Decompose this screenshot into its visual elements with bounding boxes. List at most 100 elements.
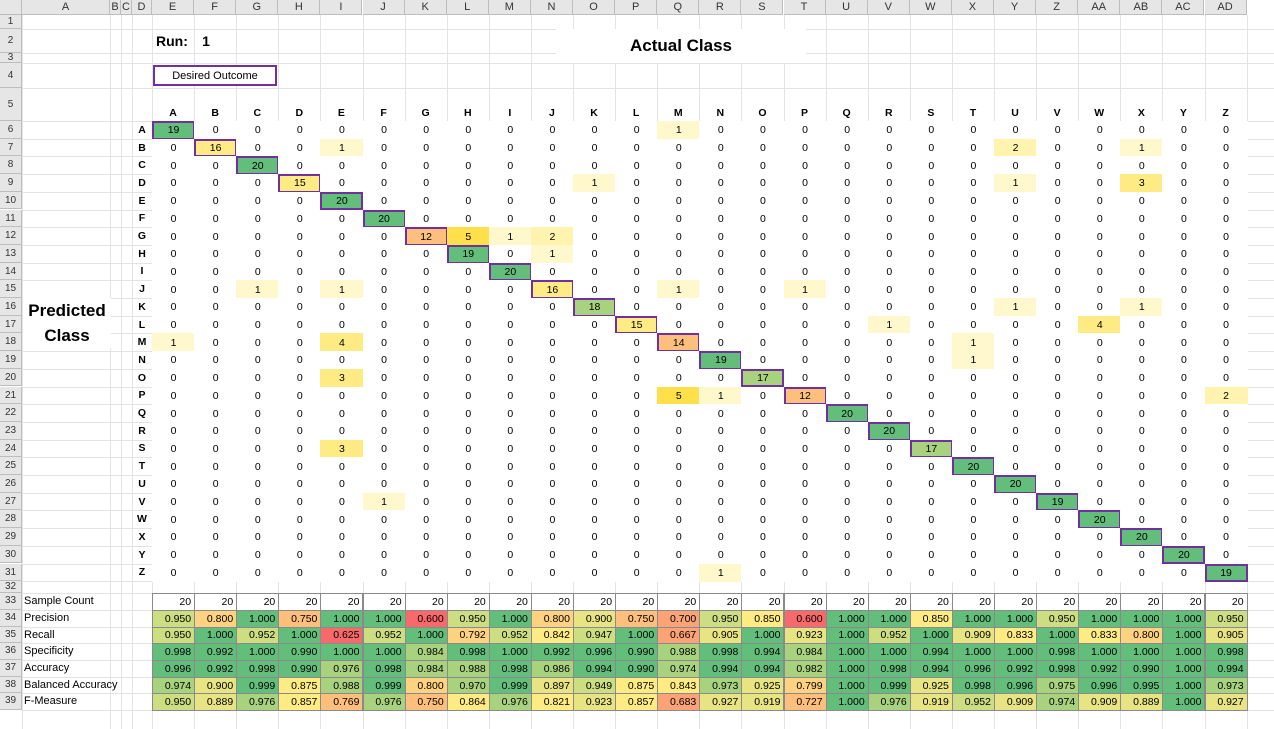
- matrix-cell[interactable]: 0: [1078, 404, 1122, 423]
- matrix-cell[interactable]: 0: [741, 545, 785, 565]
- matrix-cell[interactable]: 0: [1162, 138, 1206, 158]
- metric-cell[interactable]: 0.927: [699, 693, 743, 712]
- matrix-cell[interactable]: 0: [951, 191, 995, 211]
- metric-cell[interactable]: 0.990: [278, 660, 322, 678]
- matrix-cell[interactable]: 0: [488, 174, 532, 193]
- matrix-cell[interactable]: 0: [615, 368, 659, 388]
- matrix-cell[interactable]: 0: [825, 528, 869, 547]
- matrix-cell[interactable]: 0: [362, 156, 406, 176]
- matrix-cell[interactable]: 0: [783, 315, 827, 335]
- metric-cell[interactable]: 1.000: [1120, 643, 1164, 661]
- matrix-cell[interactable]: 0: [1120, 545, 1164, 565]
- matrix-cell[interactable]: 0: [362, 510, 406, 530]
- matrix-cell[interactable]: 0: [994, 545, 1038, 565]
- metric-cell[interactable]: 0.800: [194, 609, 238, 628]
- matrix-cell[interactable]: 0: [573, 333, 617, 353]
- row-header[interactable]: 33: [0, 593, 22, 610]
- matrix-cell[interactable]: 0: [867, 191, 911, 211]
- matrix-cell[interactable]: 0: [1078, 156, 1122, 176]
- matrix-cell[interactable]: 0: [488, 280, 532, 299]
- matrix-cell[interactable]: 0: [1204, 191, 1248, 211]
- matrix-cell[interactable]: 0: [657, 457, 701, 476]
- matrix-cell[interactable]: 0: [741, 457, 785, 476]
- metric-cell[interactable]: 0.994: [699, 660, 743, 678]
- metric-cell[interactable]: 20: [951, 593, 995, 611]
- matrix-cell[interactable]: 0: [152, 174, 196, 193]
- matrix-cell[interactable]: 0: [615, 404, 659, 423]
- matrix-cell[interactable]: 0: [404, 121, 448, 140]
- matrix-cell[interactable]: 0: [404, 457, 448, 476]
- matrix-cell[interactable]: 0: [152, 475, 196, 494]
- matrix-cell[interactable]: 0: [320, 457, 364, 476]
- matrix-cell[interactable]: 4: [320, 333, 364, 353]
- metric-cell[interactable]: 0.996: [1078, 676, 1122, 695]
- metric-cell[interactable]: 0.800: [1120, 626, 1164, 645]
- matrix-cell[interactable]: 0: [657, 138, 701, 158]
- matrix-cell[interactable]: 0: [362, 386, 406, 406]
- metric-cell[interactable]: 0.974: [657, 660, 701, 678]
- metric-cell[interactable]: 20: [278, 593, 322, 611]
- metric-cell[interactable]: 1.000: [825, 693, 869, 712]
- matrix-cell[interactable]: 0: [1162, 510, 1206, 530]
- matrix-cell[interactable]: 0: [236, 563, 280, 583]
- matrix-cell[interactable]: 0: [1120, 262, 1164, 282]
- metric-cell[interactable]: 0.998: [1036, 660, 1080, 678]
- matrix-cell[interactable]: 0: [446, 174, 490, 193]
- matrix-cell[interactable]: 0: [994, 421, 1038, 441]
- row-header[interactable]: 21: [0, 386, 22, 405]
- matrix-cell[interactable]: 0: [152, 138, 196, 158]
- matrix-cell[interactable]: 0: [404, 510, 448, 530]
- matrix-cell[interactable]: 20: [1162, 545, 1206, 565]
- matrix-cell[interactable]: 0: [362, 563, 406, 583]
- matrix-cell[interactable]: 0: [741, 510, 785, 530]
- matrix-cell[interactable]: 0: [236, 138, 280, 158]
- matrix-cell[interactable]: 0: [152, 528, 196, 547]
- matrix-cell[interactable]: 0: [194, 457, 238, 476]
- matrix-cell[interactable]: 0: [530, 351, 574, 370]
- matrix-cell[interactable]: 0: [573, 156, 617, 176]
- matrix-cell[interactable]: 0: [530, 191, 574, 211]
- metric-cell[interactable]: 0.950: [1204, 609, 1248, 628]
- matrix-cell[interactable]: 1: [320, 280, 364, 299]
- matrix-cell[interactable]: 0: [320, 156, 364, 176]
- matrix-cell[interactable]: 0: [488, 333, 532, 353]
- matrix-cell[interactable]: 0: [699, 404, 743, 423]
- matrix-cell[interactable]: 0: [867, 121, 911, 140]
- matrix-cell[interactable]: 0: [867, 563, 911, 583]
- matrix-cell[interactable]: 0: [783, 510, 827, 530]
- metric-cell[interactable]: 0.850: [741, 609, 785, 628]
- metric-cell[interactable]: 0.976: [362, 693, 406, 712]
- matrix-cell[interactable]: 0: [657, 191, 701, 211]
- matrix-cell[interactable]: 0: [1078, 138, 1122, 158]
- metric-cell[interactable]: 20: [488, 593, 532, 611]
- matrix-cell[interactable]: 0: [699, 174, 743, 193]
- matrix-cell[interactable]: 0: [194, 156, 238, 176]
- matrix-cell[interactable]: 0: [994, 457, 1038, 476]
- metric-cell[interactable]: 0.750: [278, 609, 322, 628]
- metric-cell[interactable]: 0.900: [573, 609, 617, 628]
- matrix-cell[interactable]: 0: [615, 386, 659, 406]
- matrix-cell[interactable]: 0: [362, 315, 406, 335]
- matrix-cell[interactable]: 0: [194, 475, 238, 494]
- metric-cell[interactable]: 0.923: [783, 626, 827, 645]
- row-header[interactable]: 16: [0, 298, 22, 316]
- matrix-cell[interactable]: 0: [573, 280, 617, 299]
- matrix-cell[interactable]: 0: [1120, 244, 1164, 264]
- matrix-cell[interactable]: 0: [1162, 121, 1206, 140]
- matrix-cell[interactable]: 0: [867, 138, 911, 158]
- matrix-cell[interactable]: 0: [278, 421, 322, 441]
- matrix-cell[interactable]: 20: [951, 457, 995, 476]
- metric-cell[interactable]: 0.600: [783, 609, 827, 628]
- matrix-cell[interactable]: 0: [867, 227, 911, 246]
- matrix-cell[interactable]: 0: [1162, 368, 1206, 388]
- matrix-cell[interactable]: 0: [699, 528, 743, 547]
- matrix-cell[interactable]: 0: [951, 280, 995, 299]
- matrix-cell[interactable]: 0: [152, 351, 196, 370]
- row-header[interactable]: 39: [0, 693, 22, 711]
- matrix-cell[interactable]: 0: [446, 528, 490, 547]
- metric-cell[interactable]: 20: [152, 593, 196, 611]
- matrix-cell[interactable]: 0: [1204, 227, 1248, 246]
- matrix-cell[interactable]: 0: [909, 404, 953, 423]
- matrix-cell[interactable]: 0: [1078, 262, 1122, 282]
